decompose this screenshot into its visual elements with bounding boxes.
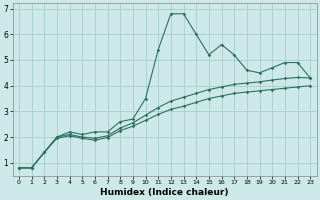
X-axis label: Humidex (Indice chaleur): Humidex (Indice chaleur) [100, 188, 229, 197]
